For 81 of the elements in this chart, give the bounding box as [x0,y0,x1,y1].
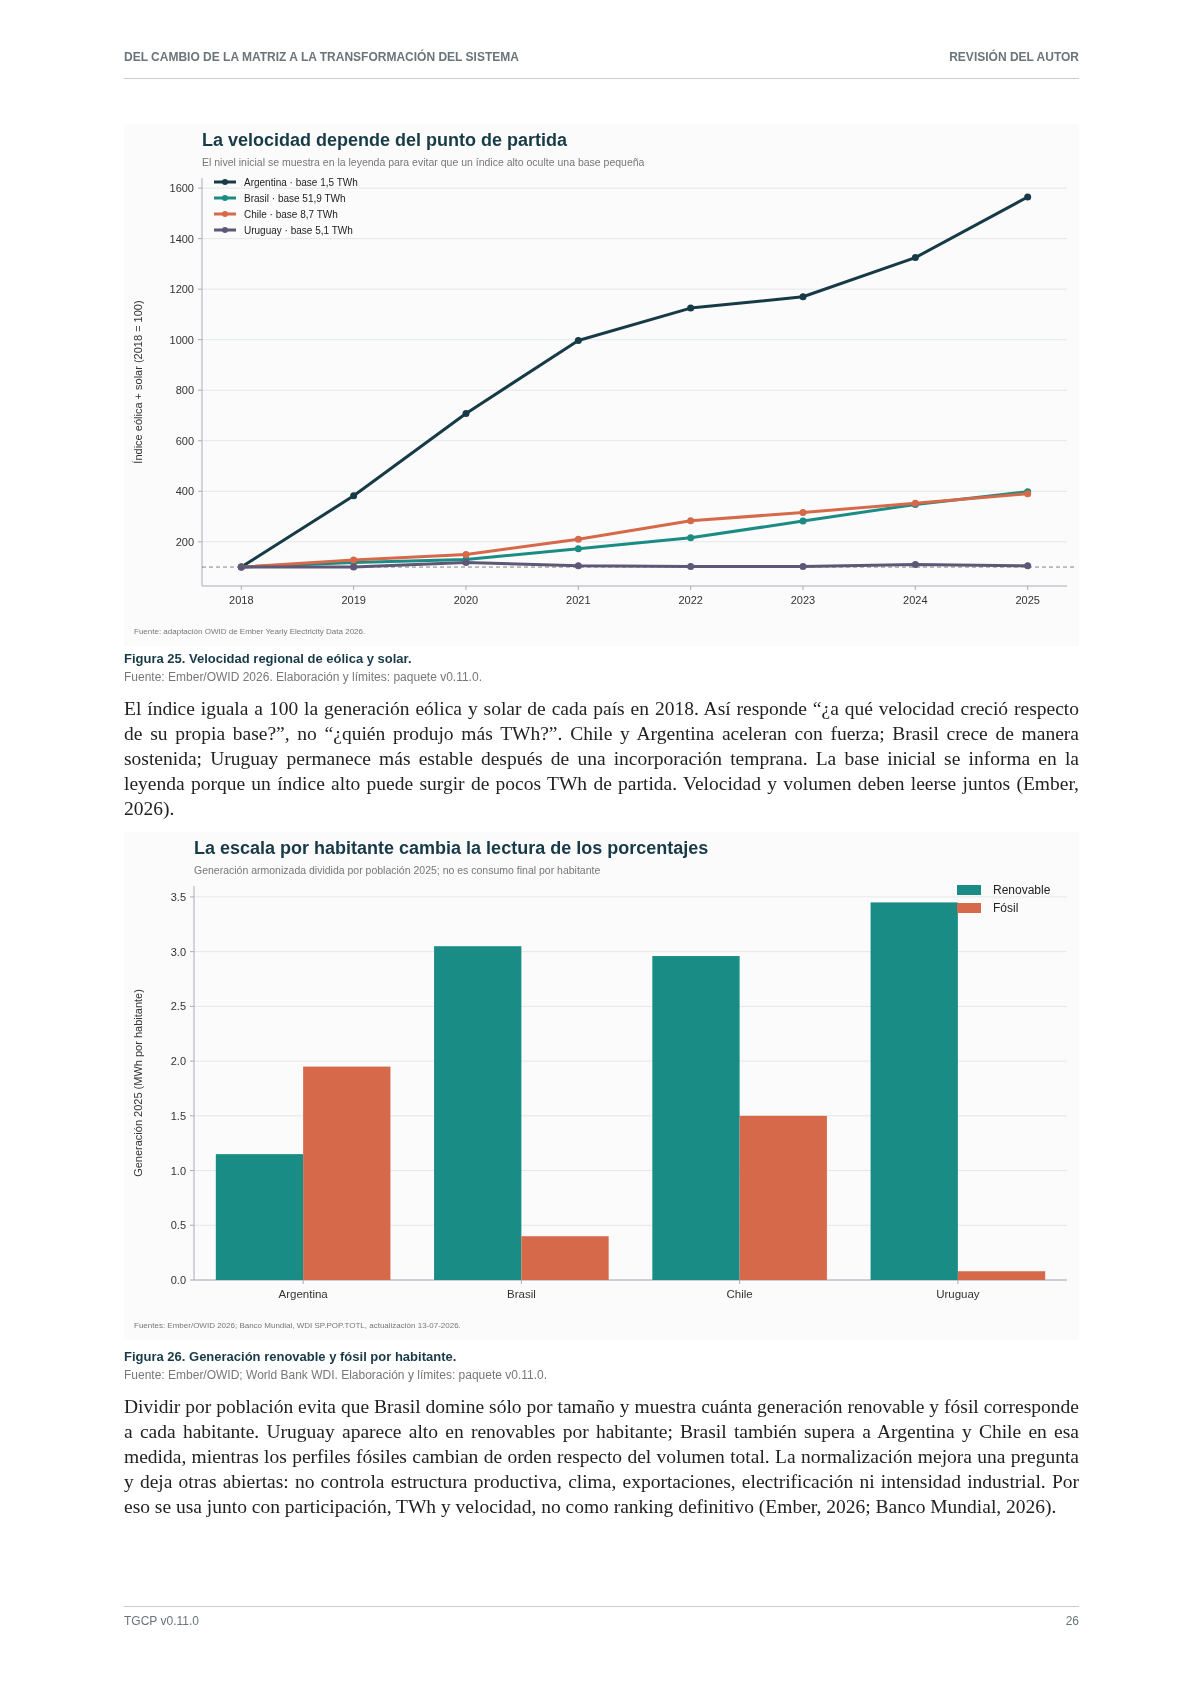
bar [434,946,522,1280]
legend-label: Chile · base 8,7 TWh [244,209,338,220]
text: Figura 26. Generación renovable y fósil por habitante. [124,1349,458,1364]
chart-title: La escala por habitante cambia la lectura de los porcentajes [194,838,709,858]
y-tick-label: 3.5 [170,890,186,903]
y-tick-label: 3.0 [170,945,186,958]
x-tick-label: 2019 [341,594,366,606]
legend-label: Argentina · base 1,5 TWh [244,177,358,188]
text: DEL CAMBIO DE LA MATRIZ A LA TRANSFORMACIÓN DEL SISTEMA [124,50,519,64]
x-tick-label: Argentina [278,1288,329,1300]
text: Figura 25. Velocidad regional de eólica y solar. [124,651,413,666]
legend-label: Uruguay · base 5,1 TWh [244,225,353,236]
text: REVISIÓN DEL AUTOR [949,50,1079,64]
point [462,559,470,567]
bar [652,956,740,1280]
y-tick-label: 1600 [169,182,194,195]
y-tick-label: 2.0 [170,1055,186,1068]
chart-subtitle: Generación armonizada dividida por población 2025; no es consumo final por habitante [194,864,601,876]
bar [739,1115,827,1280]
text: TGCP v0.11.0 [124,1614,199,1628]
y-tick-label: 800 [175,384,194,397]
y-tick-label: 1200 [169,283,194,296]
text: Dividir por población evita que Brasil domine sólo por tamaño y muestra cuánta generación renovable y fósil corresponde a cada habitante. Uruguay aparece alto en renovables por habitante; Brasil también supera a Argentina y Chile en esa medida, mientras los perfiles fósiles cambian de orden respecto del volumen total. La normalización mejora una pregunta y deja otras abiertas: no controla estructura productiva, clima, exportaciones, electrificación ni intensidad industrial. Por eso se usa junto con participación, TWh y velocidad, no como ranking definitivo (Ember, 2026; Banco Mundial, 2026). [124,1395,1079,1519]
y-tick-label: 1.5 [170,1109,186,1122]
point [574,562,582,570]
x-tick-label: Uruguay [936,1288,980,1300]
chart-title: La velocidad depende del punto de partida [202,130,569,150]
bar [957,1271,1046,1280]
x-tick-label: 2020 [453,594,479,606]
point [574,535,582,543]
y-tick-label: 1.0 [170,1164,186,1177]
source-note: Fuente: Ember/OWID 2026. Elaboración y límites: paquete v0.11.0. [124,670,483,684]
text: El índice iguala a 100 la generación eólica y solar de cada país en 2018. Así responde “¿a qué velocidad creció respecto de su propia base?”, no “¿quién produjo más TWh?”. Chile y Argentina aceleran con fuerza; Brasil crece de manera sostenida; Uruguay permanece más estable después de una incorporación temprana. La base inicial se informa en la leyenda porque un índice alto puede surgir de pocos TWh de partida. Velocidad y volumen deben leerse juntos (Ember, 2026). [124,697,1079,821]
y-axis-title: Generación 2025 (MWh por habitante) [132,989,144,1177]
point [799,293,807,301]
point [462,550,470,558]
y-tick-label: 1400 [169,232,194,245]
x-tick-label: 2021 [566,594,591,606]
y-tick-label: 1000 [169,333,194,346]
bar [215,1154,304,1280]
text: 26 [1065,1614,1079,1628]
bar [521,1236,609,1280]
bar [870,902,958,1280]
point [799,508,807,516]
source-note: Fuente: adaptación OWID de Ember Yearly Electricity Data 2026. [134,627,366,636]
x-tick-label: 2024 [903,594,928,606]
point [462,409,470,417]
x-tick-label: 2025 [1015,594,1040,606]
legend-label: Brasil · base 51,9 TWh [244,193,346,204]
source-note: Fuente: Ember/OWID; World Bank WDI. Elaboración y límites: paquete v0.11.0. [124,1368,549,1382]
point [1024,193,1032,201]
bar [303,1066,391,1280]
legend-label: Renovable [993,883,1051,897]
source-note: Fuentes: Ember/OWID 2026; Banco Mundial, WDI SP.POP.TOTL, actualización 13-07-2026. [134,1321,461,1330]
x-tick-label: Brasil [506,1288,536,1300]
y-tick-label: 200 [175,535,194,548]
x-tick-label: 2018 [229,594,254,606]
point [911,254,919,262]
point [350,563,358,571]
point [911,561,919,569]
chart-subtitle: El nivel inicial se muestra en la leyenda para evitar que un índice alto oculte una base pequeña [202,156,645,168]
point [574,336,582,344]
point [687,517,695,525]
y-axis-title: Índice eólica + solar (2018 = 100) [132,300,144,464]
legend-label: Fósil [993,901,1019,915]
point [1024,562,1032,570]
point [350,492,358,500]
y-tick-label: 0.5 [170,1219,186,1232]
point [574,545,582,553]
x-tick-label: 2022 [678,594,703,606]
point [687,563,695,571]
y-tick-label: 600 [175,434,194,447]
point [687,534,695,542]
y-tick-label: 0.0 [170,1274,186,1286]
y-tick-label: 400 [175,485,194,498]
y-tick-label: 2.5 [170,1000,186,1013]
x-tick-label: 2023 [790,594,816,606]
point [799,517,807,525]
point [687,304,695,312]
x-tick-label: Chile [726,1288,753,1300]
point [799,563,807,571]
